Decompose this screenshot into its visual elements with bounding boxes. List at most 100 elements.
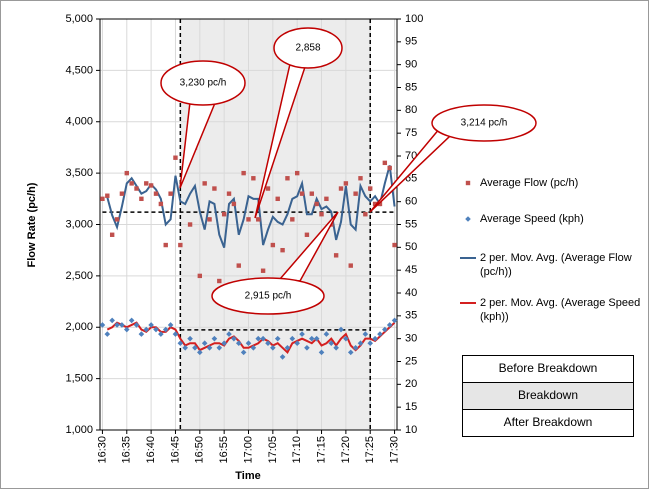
marker-square [319,212,324,217]
marker-diamond [377,331,383,337]
marker-square [187,222,193,227]
y2-tick-label: 55 [405,218,417,230]
marker-square [314,201,319,207]
x-tick-label: 17:00 [242,436,254,464]
marker-square [382,160,388,166]
marker-square [260,268,266,273]
marker-diamond [104,331,111,337]
legend-entry: Average Speed (kph) [480,213,584,225]
marker-diamond [372,335,378,342]
marker-diamond [211,335,218,342]
marker-square [348,263,353,268]
marker-square [124,170,129,176]
marker-diamond [333,345,339,351]
marker-diamond [289,335,296,342]
phase-legend [462,355,634,437]
marker-square [270,242,276,248]
marker-diamond [274,335,281,342]
y-tick-label: 1,500 [65,373,93,385]
marker-square [368,186,373,191]
marker-diamond [362,331,369,337]
marker-diamond [192,345,198,351]
x-tick-label: 17:30 [388,436,400,464]
marker-diamond [367,340,374,347]
marker-diamond [221,340,227,347]
marker-diamond [255,335,262,342]
phase-label: After Breakdown [504,415,593,429]
y2-tick-label: 15 [405,401,417,413]
marker-square [100,196,105,202]
marker-square [134,186,139,191]
marker-square [105,193,110,198]
x-axis-label: Time [235,470,260,482]
marker-square [353,191,358,196]
marker-square [241,170,246,176]
y-tick-label: 5,000 [65,13,93,25]
y-tick-label: 2,000 [65,321,93,333]
marker-diamond [391,317,398,324]
y2-tick-label: 25 [405,355,417,367]
marker-diamond [153,326,159,333]
marker-square [285,176,290,181]
marker-diamond [338,326,344,333]
marker-square [114,217,120,222]
callouts [160,27,537,315]
x-tick-label: 16:35 [121,436,133,464]
marker-diamond [216,345,223,351]
x-tick-label: 16:50 [194,436,206,464]
marker-diamond [382,326,388,333]
y-tick-label: 4,000 [65,116,93,128]
callout [160,60,246,106]
x-tick-label: 16:45 [169,436,181,464]
marker-diamond [318,349,325,356]
legend-entry: 2 per. Mov. Avg. (Average Speed (kph)) [480,297,641,323]
y2-tick-label: 10 [405,424,417,436]
marker-square [202,181,207,186]
marker-square [251,176,256,181]
x-tick-label: 17:05 [267,436,279,464]
y2-tick-label: 100 [405,13,423,25]
marker-diamond [245,340,252,347]
legend-entry: Average Flow (pc/h) [480,177,579,189]
marker-square [338,186,344,191]
y2-tick-label: 60 [405,196,417,208]
phase-label: Before Breakdown [499,361,598,375]
marker-square [280,247,285,253]
phase-box [462,355,634,383]
phase-label: Breakdown [518,388,578,402]
marker-diamond [148,322,154,328]
x-tick-label: 16:55 [218,436,230,464]
y-tick-label: 3,000 [65,218,93,230]
phase-box [462,382,634,410]
y2-tick-label: 50 [405,241,417,253]
y2-tick-label: 40 [405,287,417,299]
x-tick-label: 16:40 [145,436,157,464]
moving-average-line [106,321,396,354]
plot-area: 1,000 1,500 2,000 2,500 3,000 3,500 4,000 4,500… [65,13,423,464]
legend-icons [460,180,476,304]
moving-average-line [106,165,396,248]
y-axis-label: Flow Rate (pc/h) [26,182,38,267]
marker-square [221,212,227,217]
marker-square [158,201,164,207]
marker-square [363,212,368,217]
annotation: 3,230 pc/h [180,78,227,89]
y2-tick-label: 30 [405,333,417,345]
callout [211,277,325,315]
marker-diamond [182,345,189,351]
x-tick-label: 17:15 [315,436,327,464]
marker-square [265,186,271,191]
marker-square [226,191,232,196]
y-tick-label: 3,500 [65,167,93,179]
marker-square [217,278,222,284]
y2-tick-label: 85 [405,81,417,93]
marker-square [343,181,349,186]
marker-diamond [386,322,393,328]
marker-diamond [201,340,208,347]
y2-tick-label: 75 [405,127,417,139]
marker-diamond [167,322,174,328]
marker-diamond [240,349,247,356]
marker-diamond [114,322,120,328]
